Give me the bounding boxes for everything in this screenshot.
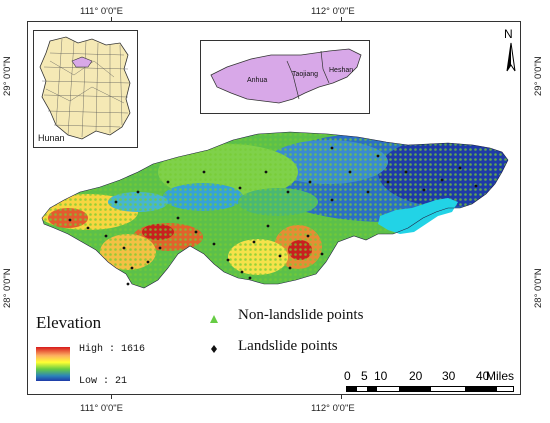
county-label-taojiang: Taojiang [292,71,319,78]
scale-tick-label: 10 [374,369,388,383]
north-arrow-icon: N [500,27,520,77]
scale-unit-label: Miles [486,369,515,383]
county-label-anhua: Anhua [247,77,268,84]
scale-tick-label: 5 [361,369,368,383]
scale-tick-label: 20 [409,369,423,383]
county-map [210,48,362,104]
non-landslide-legend-label: Non-landslide points [238,307,364,323]
coord-label-left-top: 29° 0'0"N [2,56,13,96]
landslide-legend-label: Landslide points [238,338,338,354]
map-frame: Hunan Anhua Taojiang Heshan N Elevation … [27,21,521,395]
frame-tick [111,395,112,399]
scale-tick-label: 40 [476,369,490,383]
legend-high-label: High : 1616 [79,344,146,355]
coord-label-right-bottom: 28° 0'0"N [533,268,544,308]
province-label: Hunan [38,133,65,143]
elevation-map [41,131,509,289]
coord-label-bottom-right: 112° 0'0"E [311,403,355,414]
coord-label-bottom-left: 111° 0'0"E [80,403,123,414]
county-inset: Anhua Taojiang Heshan [200,40,370,114]
lake-area [378,198,458,234]
province-inset: Hunan [33,30,138,148]
legend-title: Elevation [36,313,102,332]
frame-tick [111,17,112,21]
non-landslide-point-icon [210,315,218,323]
scale-tick-label: 0 [344,369,351,383]
coord-label-top-right: 112° 0'0"E [311,6,355,17]
study-area-boundary [41,131,509,289]
elevation-color-ramp [36,347,70,381]
north-label: N [504,27,513,41]
coord-label-right-top: 29° 0'0"N [533,56,544,96]
scale-tick-label: 30 [442,369,456,383]
hunan-province-map [39,36,131,140]
coord-label-top-left: 111° 0'0"E [80,6,123,17]
coord-label-left-bottom: 28° 0'0"N [2,268,13,308]
frame-tick [341,395,342,399]
landslide-point-icon [211,345,217,353]
legend-low-label: Low : 21 [79,376,128,387]
scale-bar [346,386,514,392]
landslide-points [68,146,478,286]
county-label-heshan: Heshan [329,67,354,74]
frame-tick [341,17,342,21]
